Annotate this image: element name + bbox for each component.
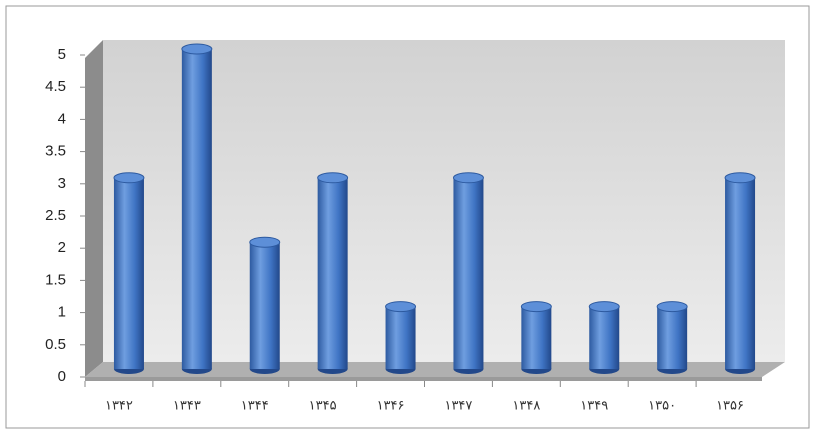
y-tick-label: 1 [58, 304, 66, 321]
x-tick-label: ۱۳۴۳ [173, 397, 201, 412]
bar-cap [181, 43, 213, 55]
y-tick-label: 1.5 [45, 271, 66, 288]
x-tick-label: ۱۳۴۷ [444, 397, 472, 412]
bar-cap [724, 172, 756, 184]
bar-cap [588, 301, 620, 313]
x-tick-label: ۱۳۴۵ [309, 397, 337, 412]
bar-cap [656, 301, 688, 313]
bar [385, 306, 416, 369]
bar [181, 49, 212, 369]
bar [317, 177, 348, 369]
y-tick-label: 4 [58, 110, 66, 127]
floor-edge [85, 377, 762, 381]
y-tick-label: 3 [58, 175, 66, 192]
bar [589, 306, 620, 369]
x-tick-label: ۱۳۵۰ [648, 397, 676, 412]
y-tick-label: 0 [58, 368, 66, 385]
bar [521, 306, 552, 369]
bar-cap [385, 301, 417, 313]
x-tick-label: ۱۳۴۶ [377, 397, 405, 412]
y-tick-label: 3.5 [45, 143, 66, 160]
bar-cap [249, 236, 281, 248]
y-tick-label: 2 [58, 239, 66, 256]
side-wall [85, 40, 103, 377]
bar [453, 177, 484, 369]
x-tick-label: ۱۳۴۹ [580, 397, 608, 412]
bar [725, 177, 756, 369]
bar [249, 242, 280, 369]
x-tick-label: ۱۳۴۲ [105, 397, 133, 412]
bar [657, 306, 688, 369]
y-tick-label: 4.5 [45, 78, 66, 95]
y-tick-label: 0.5 [45, 336, 66, 353]
bar-cap [113, 172, 145, 184]
x-tick-label: ۱۳۴۴ [241, 397, 269, 412]
bar-cap [452, 172, 484, 184]
bar [113, 177, 144, 369]
bar-cap [317, 172, 349, 184]
y-tick-label: 5 [58, 46, 66, 63]
y-tick-label: 2.5 [45, 207, 66, 224]
x-tick-label: ۱۳۵۶ [716, 397, 744, 412]
x-tick-label: ۱۳۴۸ [512, 397, 540, 412]
bar-cap [520, 301, 552, 313]
